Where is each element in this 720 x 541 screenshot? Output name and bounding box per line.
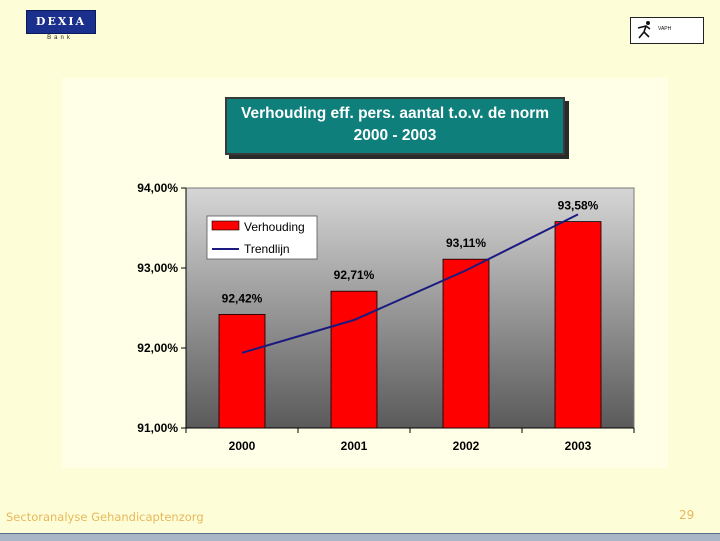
bottom-bar xyxy=(0,533,720,541)
chart-title-line2: 2000 - 2003 xyxy=(353,127,437,144)
vaph-figure-icon xyxy=(637,21,651,39)
vaph-logo: VAPH xyxy=(630,17,704,44)
legend-swatch-verhouding xyxy=(211,220,240,231)
legend: Verhouding Trendlijn xyxy=(206,215,318,260)
dexia-logo-sub: Bank xyxy=(47,35,73,41)
x-tick-label: 2002 xyxy=(453,439,480,453)
y-tick-label: 93,00% xyxy=(137,261,178,275)
x-tick-label: 2000 xyxy=(229,439,256,453)
data-label-2003: 93,58% xyxy=(558,199,599,213)
dexia-logo-wordmark: DEXIA xyxy=(26,10,96,34)
vaph-logo-text: VAPH xyxy=(658,26,672,32)
data-label-2001: 92,71% xyxy=(334,268,375,282)
bar-2003 xyxy=(554,221,602,429)
y-tick-label: 91,00% xyxy=(137,421,178,435)
bar-2001 xyxy=(330,290,378,429)
data-label-2002: 93,11% xyxy=(446,236,486,250)
y-tick-label: 92,00% xyxy=(137,341,178,355)
bar-2002 xyxy=(442,258,490,429)
legend-label-verhouding: Verhouding xyxy=(244,220,305,234)
chart-title-line1: Verhouding eff. pers. aantal t.o.v. de n… xyxy=(240,105,550,122)
bar-2000 xyxy=(218,313,266,429)
trend-line xyxy=(241,213,579,354)
x-tick-label: 2001 xyxy=(341,439,368,453)
footer-text: Sectoranalyse Gehandicaptenzorg xyxy=(6,510,204,524)
chart-title: Verhouding eff. pers. aantal t.o.v. de n… xyxy=(225,97,565,155)
data-label-2000: 92,42% xyxy=(222,291,263,305)
page-number: 29 xyxy=(679,508,695,522)
dexia-logo: DEXIA Bank xyxy=(26,10,96,44)
legend-label-trendlijn: Trendlijn xyxy=(244,242,290,256)
y-tick-label: 94,00% xyxy=(137,181,178,195)
x-tick-label: 2003 xyxy=(565,439,592,453)
